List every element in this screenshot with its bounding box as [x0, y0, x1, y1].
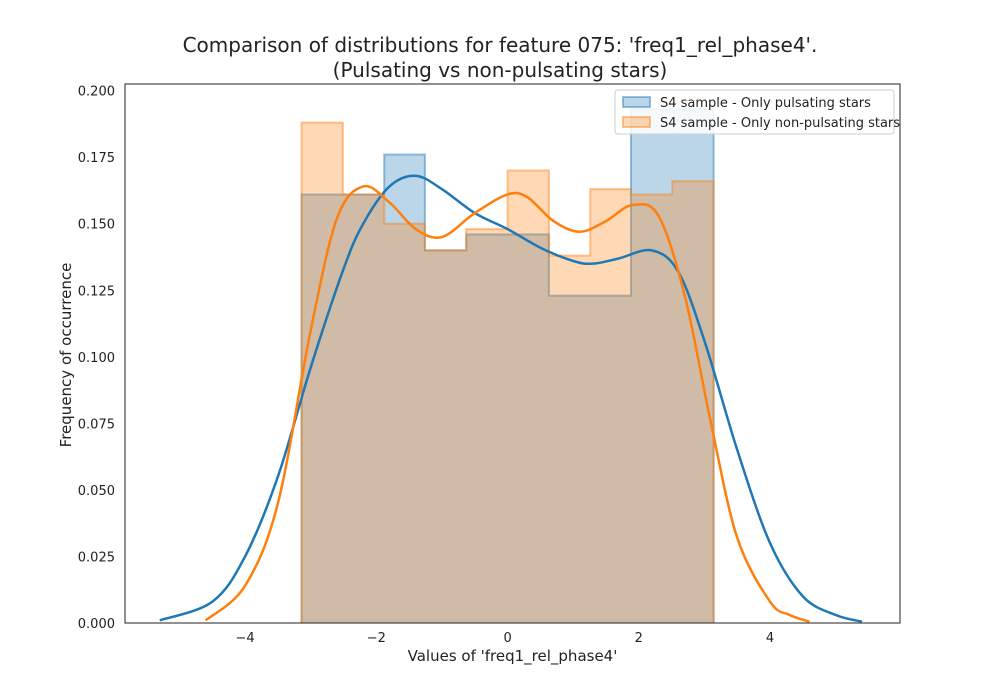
y-tick-label: 0.150	[78, 218, 115, 233]
y-tick-label: 0.000	[78, 617, 115, 632]
y-tick-label: 0.175	[78, 151, 115, 166]
legend-box	[614, 89, 895, 135]
histogram-bar	[466, 229, 508, 623]
histogram-series-2	[300, 121, 715, 624]
histogram-bar	[301, 122, 343, 623]
histogram-bar	[342, 194, 385, 623]
legend-label: S4 sample - Only non-pulsating stars	[660, 116, 900, 131]
legend-label: S4 sample - Only pulsating stars	[660, 96, 871, 111]
histogram-bar	[384, 223, 425, 624]
histogram-bar	[424, 250, 467, 623]
histogram-bar	[590, 189, 631, 623]
histogram-bar	[384, 154, 425, 623]
x-tick-label: −4	[236, 631, 255, 646]
histogram-series-1	[300, 108, 715, 624]
histogram-bar	[630, 194, 673, 623]
histogram-bar	[672, 109, 714, 623]
histogram-bar	[466, 234, 508, 624]
y-tick-label: 0.100	[78, 351, 115, 366]
histogram-bar	[424, 250, 467, 623]
y-tick-label: 0.200	[78, 85, 115, 100]
y-tick-label: 0.125	[78, 284, 115, 299]
x-tick-label: 2	[635, 631, 643, 646]
plot-frame	[124, 83, 901, 624]
y-tick-label: 0.025	[78, 550, 115, 565]
histogram-bar	[507, 170, 549, 624]
legend-swatch	[622, 96, 651, 108]
x-tick-label: 4	[766, 631, 774, 646]
y-tick-label: 0.050	[78, 484, 115, 499]
kde-line-series-2	[204, 184, 810, 623]
legend: S4 sample - Only pulsating stars S4 sampl…	[614, 89, 900, 135]
kde-line-series-1	[159, 174, 863, 623]
chart-title: Comparison of distributions for feature …	[182, 33, 818, 57]
chart-subtitle: (Pulsating vs non-pulsating stars)	[332, 58, 668, 82]
histogram-bar	[548, 255, 591, 623]
y-tick-label: 0.075	[78, 417, 115, 432]
histogram-outline	[300, 121, 715, 623]
x-tick-label: 0	[503, 631, 511, 646]
x-tick-label: −2	[367, 631, 386, 646]
histogram-bar	[630, 109, 673, 623]
x-axis-label: Values of 'freq1_rel_phase4'	[407, 647, 618, 665]
histogram-bar	[301, 194, 343, 623]
legend-swatch	[622, 116, 651, 128]
histogram-bar	[342, 194, 385, 623]
histogram-bar	[507, 234, 549, 624]
histogram-bar	[548, 295, 591, 623]
histogram-bar	[590, 295, 631, 623]
